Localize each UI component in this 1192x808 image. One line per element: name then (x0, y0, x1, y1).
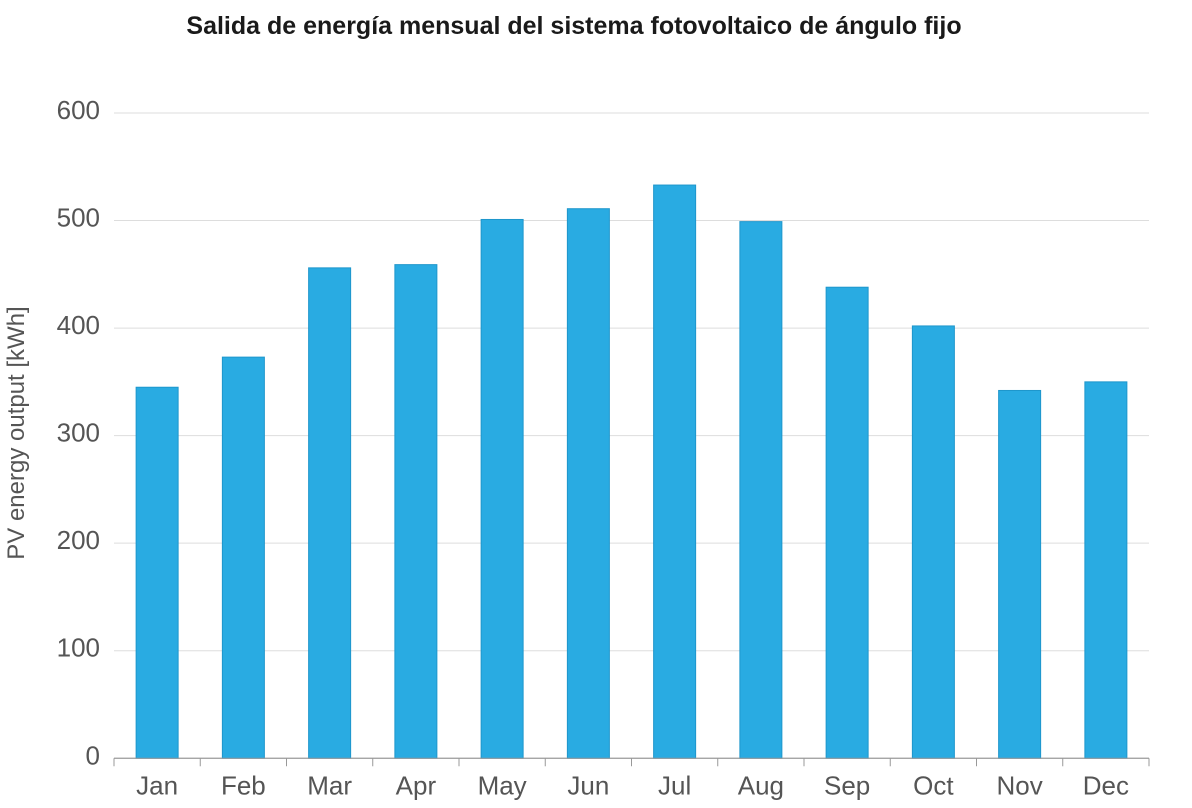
svg-text:May: May (478, 770, 527, 800)
svg-text:Sep: Sep (824, 770, 870, 800)
svg-text:600: 600 (57, 95, 100, 125)
svg-text:Mar: Mar (307, 770, 352, 800)
svg-text:Nov: Nov (997, 770, 1043, 800)
svg-text:100: 100 (57, 633, 100, 663)
svg-text:Jun: Jun (567, 770, 609, 800)
svg-text:Oct: Oct (913, 770, 954, 800)
svg-text:500: 500 (57, 203, 100, 233)
svg-text:Jul: Jul (658, 770, 691, 800)
svg-text:400: 400 (57, 310, 100, 340)
svg-text:Apr: Apr (396, 770, 437, 800)
svg-text:Feb: Feb (221, 770, 266, 800)
svg-text:0: 0 (86, 740, 100, 770)
svg-text:Aug: Aug (738, 770, 784, 800)
svg-text:Jan: Jan (136, 770, 178, 800)
svg-text:300: 300 (57, 418, 100, 448)
svg-text:200: 200 (57, 525, 100, 555)
svg-text:Dec: Dec (1083, 770, 1129, 800)
